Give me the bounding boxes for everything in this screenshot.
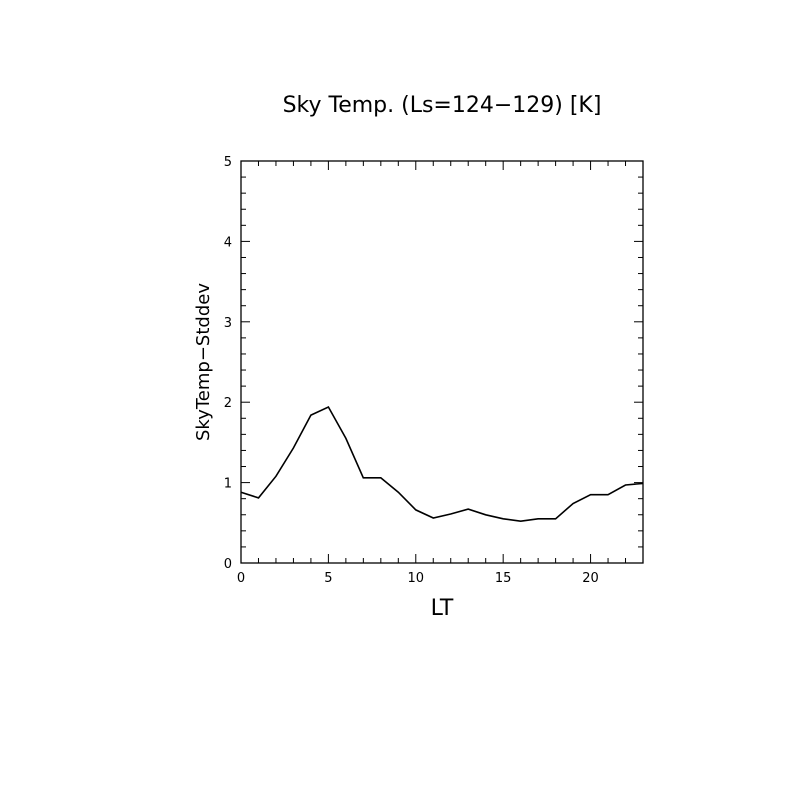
chart-title: Sky Temp. (Ls=124−129) [K] — [283, 93, 602, 118]
series-line — [240, 405, 644, 523]
plot-frame — [240, 160, 644, 564]
x-tick-label: 15 — [495, 571, 512, 586]
x-tick-label: 5 — [324, 571, 332, 586]
x-tick-label: 0 — [237, 571, 245, 586]
y-tick-label: 5 — [224, 155, 232, 170]
y-tick-label: 2 — [224, 396, 232, 411]
plot-area: 0 5 10 15 20 0 1 2 3 4 5 — [224, 155, 644, 586]
tick-group — [240, 160, 644, 564]
y-axis-label: SkyTemp−Stddev — [193, 283, 214, 441]
x-tick-label: 20 — [582, 571, 599, 586]
x-axis-label: LT — [431, 596, 454, 621]
tick-label-group: 0 5 10 15 20 0 1 2 3 4 5 — [224, 155, 599, 586]
y-tick-label: 1 — [224, 477, 232, 492]
y-tick-label: 0 — [224, 557, 232, 572]
x-tick-label: 10 — [408, 571, 425, 586]
y-tick-label: 3 — [224, 316, 232, 331]
y-tick-label: 4 — [224, 235, 232, 250]
